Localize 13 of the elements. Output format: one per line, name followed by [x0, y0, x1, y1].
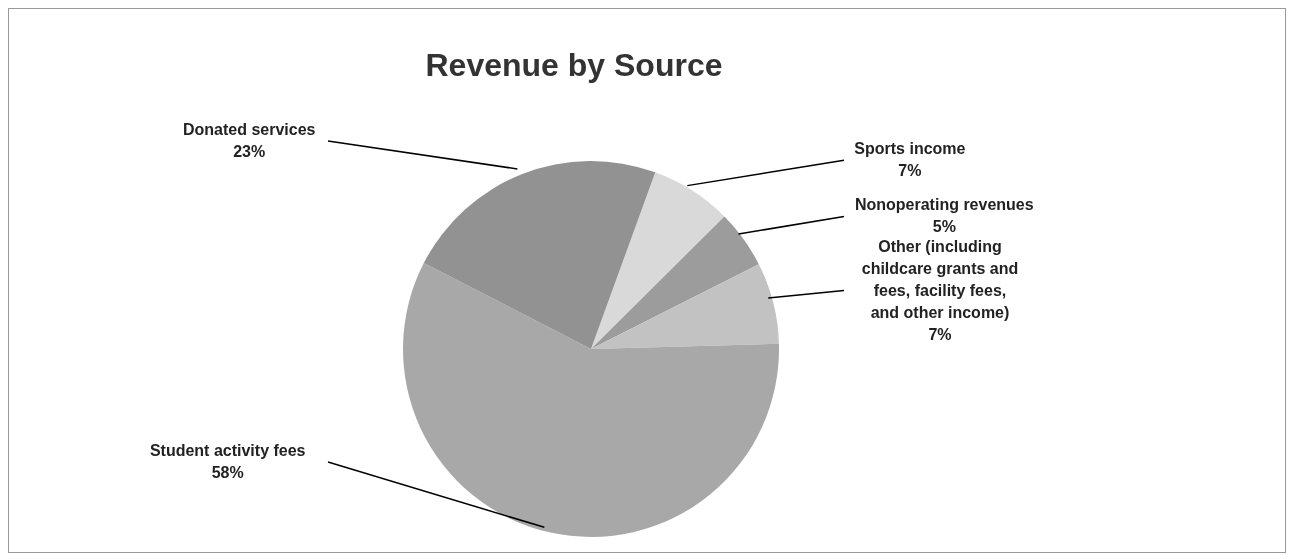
data-label: 23%	[233, 143, 266, 161]
slice-label: Nonoperating revenues	[854, 196, 1034, 214]
slice-label: Other (including childcare grants and fees, facility fees, and other income)	[861, 237, 1019, 321]
chart-title: Revenue by Source	[424, 47, 724, 84]
slice-label: Sports income	[854, 140, 966, 158]
slice-label: Donated services	[182, 121, 316, 139]
data-label: 7%	[928, 325, 952, 343]
pie-slice	[591, 172, 725, 349]
data-label: 5%	[932, 218, 956, 236]
pie-slice	[591, 264, 779, 349]
slice-label: Student activity fees	[149, 442, 306, 459]
data-label: 7%	[898, 162, 922, 180]
data-label: 58%	[211, 464, 244, 481]
